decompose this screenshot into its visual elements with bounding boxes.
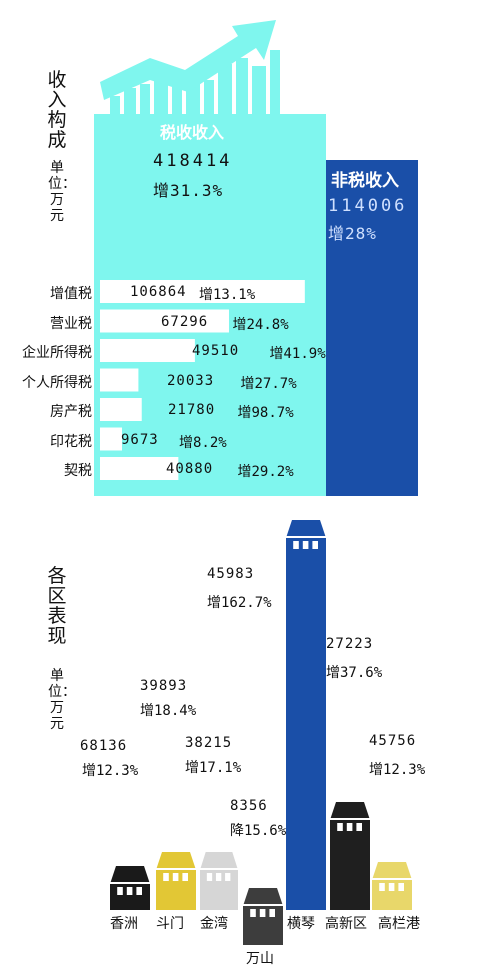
- district-bar-6: [372, 862, 412, 910]
- tax-value-label: 67296: [161, 313, 209, 330]
- tax-value-label: 20033: [167, 372, 215, 389]
- district-change-label: 增12.3%: [82, 763, 139, 779]
- tax-category-label: 房产税: [50, 404, 92, 420]
- tax-income-label: 税收收入: [160, 123, 225, 142]
- non-tax-income-label: 非税收入: [331, 171, 399, 191]
- district-change-label: 增18.4%: [140, 703, 197, 719]
- revenue-section-title: 收入构成: [47, 69, 67, 151]
- tax-growth-label: 增13.1%: [199, 287, 256, 303]
- district-bar-1: [156, 852, 196, 910]
- district-value-label: 45756: [369, 733, 417, 749]
- tax-bar-4: [100, 398, 142, 421]
- revenue-unit-label: 单位：万元: [48, 160, 76, 224]
- tax-bar-3: [100, 368, 139, 392]
- tax-income-growth: 增31.3%: [153, 181, 224, 200]
- tax-category-label: 企业所得税: [22, 345, 92, 361]
- district-category-label: 万山: [246, 951, 274, 967]
- district-bars: [110, 520, 412, 945]
- district-value-label: 45983: [207, 566, 255, 582]
- tax-bar-1: [100, 309, 229, 333]
- district-category-label: 金湾: [200, 916, 228, 932]
- tax-value-label: 9673: [121, 431, 159, 448]
- district-category-label: 斗门: [156, 916, 184, 932]
- tax-growth-label: 增41.9%: [269, 346, 326, 362]
- district-change-label: 增162.7%: [207, 595, 272, 611]
- tax-income-panel: [94, 114, 326, 496]
- tax-growth-label: 增98.7%: [237, 405, 294, 421]
- tax-category-label: 营业税: [50, 315, 92, 332]
- non-tax-income-growth: 增28%: [328, 224, 377, 243]
- tax-income-value: 418414: [153, 151, 233, 171]
- non-tax-income-panel: [326, 160, 418, 496]
- district-change-label: 增17.1%: [185, 760, 242, 776]
- tax-bar-5: [100, 427, 122, 451]
- tax-category-label: 个人所得税: [22, 374, 92, 391]
- district-category-label: 横琴: [287, 916, 315, 932]
- district-category-label: 香洲: [110, 916, 138, 932]
- district-change-label: 增37.6%: [326, 665, 383, 681]
- district-value-label: 8356: [230, 798, 268, 814]
- district-section-title: 各区表现: [47, 565, 67, 647]
- district-value-label: 68136: [80, 738, 128, 754]
- tax-value-label: 49510: [192, 343, 240, 359]
- district-value-label: 39893: [140, 678, 188, 694]
- tax-growth-label: 增27.7%: [240, 375, 297, 392]
- tax-bar-0: [100, 280, 305, 303]
- district-bar-3: [243, 888, 283, 945]
- district-category-label: 高新区: [325, 916, 367, 932]
- tax-category-label: 增值税: [50, 286, 92, 302]
- tax-value-label: 106864: [130, 284, 187, 300]
- district-value-label: 38215: [185, 735, 233, 751]
- district-category-label: 高栏港: [378, 916, 420, 932]
- district-bar-5: [330, 802, 370, 910]
- non-tax-income-value: 114006: [328, 196, 408, 216]
- district-bar-2: [200, 852, 238, 910]
- tax-growth-label: 增29.2%: [237, 464, 294, 480]
- district-change-label: 降15.6%: [230, 823, 287, 839]
- tax-category-label: 契税: [64, 463, 92, 479]
- growth-arrow-icon: [100, 20, 280, 118]
- tax-category-label: 印花税: [50, 433, 92, 450]
- tax-growth-label: 增8.2%: [179, 434, 227, 451]
- tax-bar-6: [100, 457, 179, 480]
- district-value-label: 27223: [326, 636, 374, 652]
- tax-bars: [100, 280, 305, 480]
- district-bar-0: [110, 866, 150, 910]
- tax-bar-2: [100, 339, 195, 362]
- tax-growth-label: 增24.8%: [232, 316, 289, 333]
- district-unit-label: 单位：万元: [48, 668, 76, 732]
- district-change-label: 增12.3%: [369, 762, 426, 778]
- district-bar-4: [286, 520, 326, 910]
- tax-value-label: 21780: [168, 402, 216, 418]
- tax-value-label: 40880: [166, 461, 214, 477]
